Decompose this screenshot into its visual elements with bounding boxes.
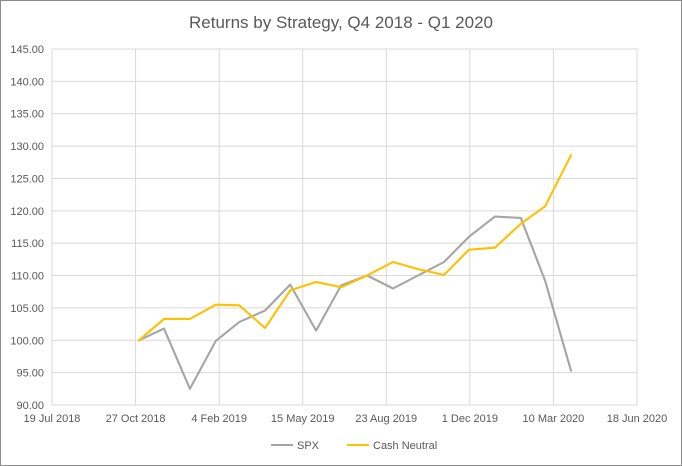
y-tick-label: 145.00 (10, 44, 44, 56)
x-tick-label: 10 Mar 2020 (523, 413, 585, 425)
y-tick-label: 110.00 (11, 271, 44, 283)
x-axis-tick-labels: 19 Jul 2018 27 Oct 2018 4 Feb 2019 15 May 2… (24, 413, 668, 425)
x-tick-label: 27 Oct 2018 (106, 413, 166, 425)
y-tick-label: 105.00 (10, 303, 44, 315)
legend-label-spx: SPX (297, 440, 320, 452)
series-lines (137, 154, 573, 390)
y-axis-tick-labels: 90.00 95.00 100.00 105.00 110.00 115.00 120.00… (10, 44, 44, 412)
y-tick-label: 100.00 (10, 335, 44, 347)
x-tick-label: 23 Aug 2019 (355, 413, 417, 425)
chart-title: Returns by Strategy, Q4 2018 - Q1 2020 (189, 13, 493, 32)
y-tick-label: 135.00 (10, 109, 44, 121)
series-line-cash-neutral (137, 154, 573, 342)
y-tick-label: 125.00 (10, 173, 44, 185)
x-tick-label: 15 May 2019 (271, 413, 335, 425)
y-tick-label: 130.00 (10, 141, 44, 153)
legend: SPX Cash Neutral (271, 440, 437, 452)
series-line-spx (137, 215, 573, 390)
y-tick-label: 140.00 (10, 76, 44, 88)
y-tick-label: 115.00 (11, 238, 44, 250)
y-tick-label: 95.00 (16, 368, 44, 380)
x-tick-label: 19 Jul 2018 (24, 413, 81, 425)
legend-label-cash-neutral: Cash Neutral (373, 440, 437, 452)
gridlines (51, 48, 638, 406)
y-tick-label: 90.00 (16, 400, 44, 412)
x-tick-label: 18 Jun 2020 (607, 413, 668, 425)
x-tick-label: 1 Dec 2019 (442, 413, 498, 425)
y-tick-label: 120.00 (10, 206, 44, 218)
x-tick-label: 4 Feb 2019 (191, 413, 247, 425)
